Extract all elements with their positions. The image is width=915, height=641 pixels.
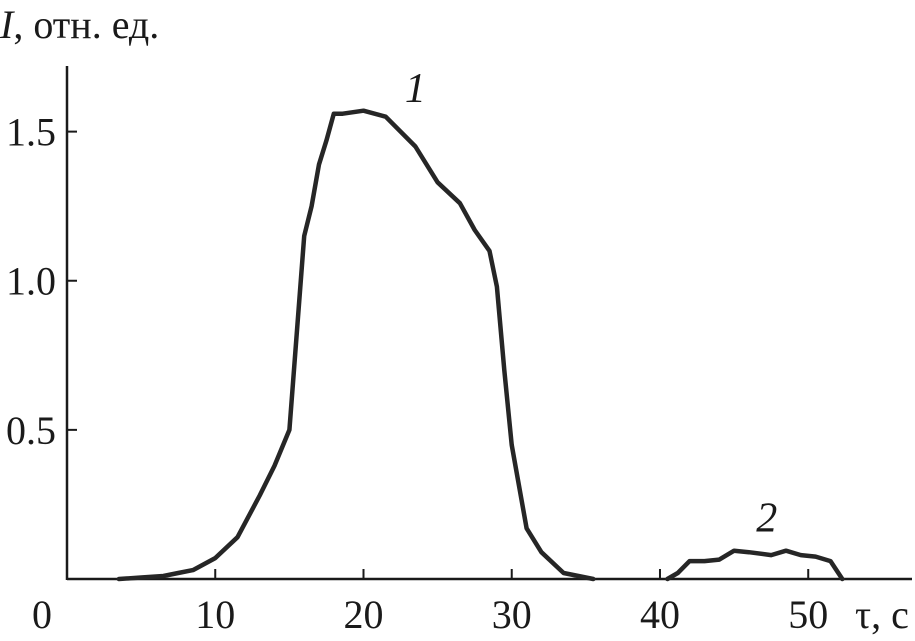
x-tick-label: 40 bbox=[640, 592, 680, 637]
series-line-2 bbox=[665, 548, 845, 582]
series-label-2: 2 bbox=[756, 495, 777, 541]
series-label-1: 1 bbox=[405, 66, 426, 112]
y-tick-label: 1.5 bbox=[6, 110, 56, 155]
x-tick-label: 20 bbox=[343, 592, 383, 637]
ticks: 0 10 20 30 40 50 0.5 1.0 1.5 bbox=[6, 110, 828, 637]
y-axis-unit: , отн. ед. bbox=[13, 2, 159, 47]
x-tick-label: 30 bbox=[492, 592, 532, 637]
x-tick-label: 10 bbox=[195, 592, 235, 637]
x-tick-label: 0 bbox=[32, 592, 52, 637]
x-tick-label: 50 bbox=[788, 592, 828, 637]
y-axis-label: I, отн. ед. bbox=[0, 2, 159, 47]
series-labels: 12 bbox=[405, 66, 777, 541]
x-axis-label: τ, с bbox=[855, 592, 909, 637]
series-line-1 bbox=[116, 108, 596, 582]
y-tick-label: 0.5 bbox=[6, 408, 56, 453]
y-tick-label: 1.0 bbox=[6, 259, 56, 304]
y-axis-symbol: I bbox=[0, 2, 15, 47]
series-group bbox=[116, 108, 845, 582]
